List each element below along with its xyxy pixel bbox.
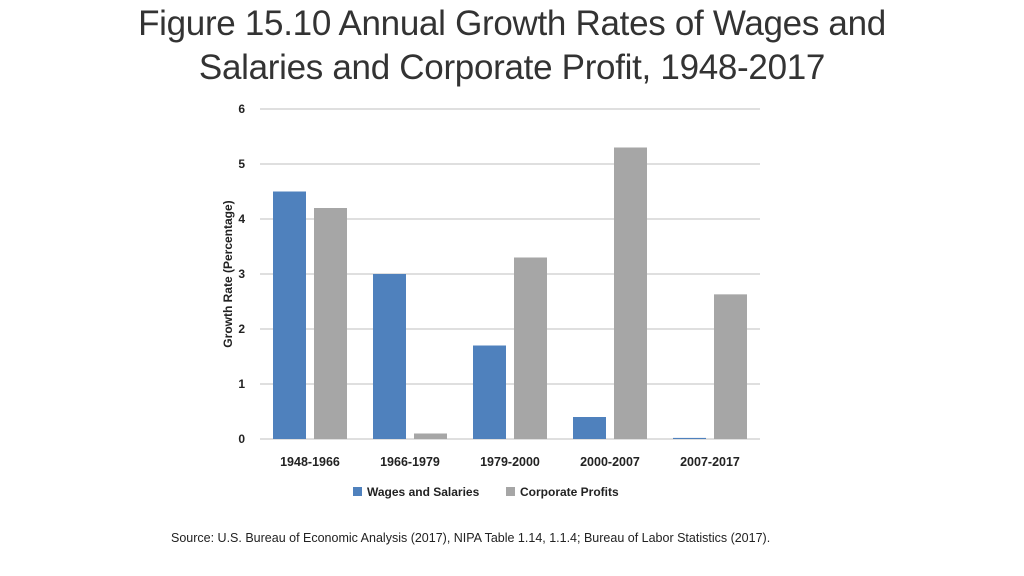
- legend-swatch-profits: [506, 487, 515, 496]
- y-tick-label: 3: [238, 267, 245, 281]
- legend-swatch-wages: [353, 487, 362, 496]
- bar-profits-2000-2007: [614, 147, 647, 439]
- bar-wages-2007-2017: [673, 437, 706, 439]
- source-note: Source: U.S. Bureau of Economic Analysis…: [171, 531, 771, 545]
- bar-profits-2007-2017: [714, 294, 747, 439]
- legend: Wages and Salaries Corporate Profits: [353, 485, 619, 499]
- title-line-2: Salaries and Corporate Profit, 1948-2017: [198, 48, 826, 87]
- bar-profits-1979-2000: [514, 257, 547, 439]
- y-tick-label: 5: [238, 157, 245, 171]
- bar-wages-1966-1979: [373, 274, 406, 439]
- x-category-label: 1948-1966: [280, 455, 340, 469]
- bar-wages-2000-2007: [573, 417, 606, 439]
- bar-profits-1948-1966: [314, 208, 347, 439]
- y-axis-title: Growth Rate (Percentage): [221, 200, 235, 347]
- y-tick-label: 0: [238, 432, 245, 446]
- slide-title: Figure 15.10 Annual Growth Rates of Wage…: [0, 2, 1024, 90]
- y-tick-label: 4: [238, 212, 245, 226]
- bar-wages-1979-2000: [473, 345, 506, 439]
- title-line-1: Figure 15.10 Annual Growth Rates of Wage…: [138, 4, 886, 43]
- x-category-label: 1966-1979: [380, 455, 440, 469]
- y-axis-ticks: 0 1 2 3 4 5 6: [238, 102, 245, 446]
- y-tick-label: 1: [238, 377, 245, 391]
- bar-wages-1948-1966: [273, 191, 306, 439]
- bar-profits-1966-1979: [414, 433, 447, 439]
- x-category-label: 2000-2007: [580, 455, 640, 469]
- x-category-label: 2007-2017: [680, 455, 740, 469]
- x-axis-categories: 1948-1966 1966-1979 1979-2000 2000-2007 2007…: [280, 455, 740, 469]
- y-tick-label: 6: [238, 102, 245, 116]
- legend-label-wages: Wages and Salaries: [367, 485, 480, 499]
- y-tick-label: 2: [238, 322, 245, 336]
- x-category-label: 1979-2000: [480, 455, 540, 469]
- legend-label-profits: Corporate Profits: [520, 485, 619, 499]
- bars: [273, 147, 747, 439]
